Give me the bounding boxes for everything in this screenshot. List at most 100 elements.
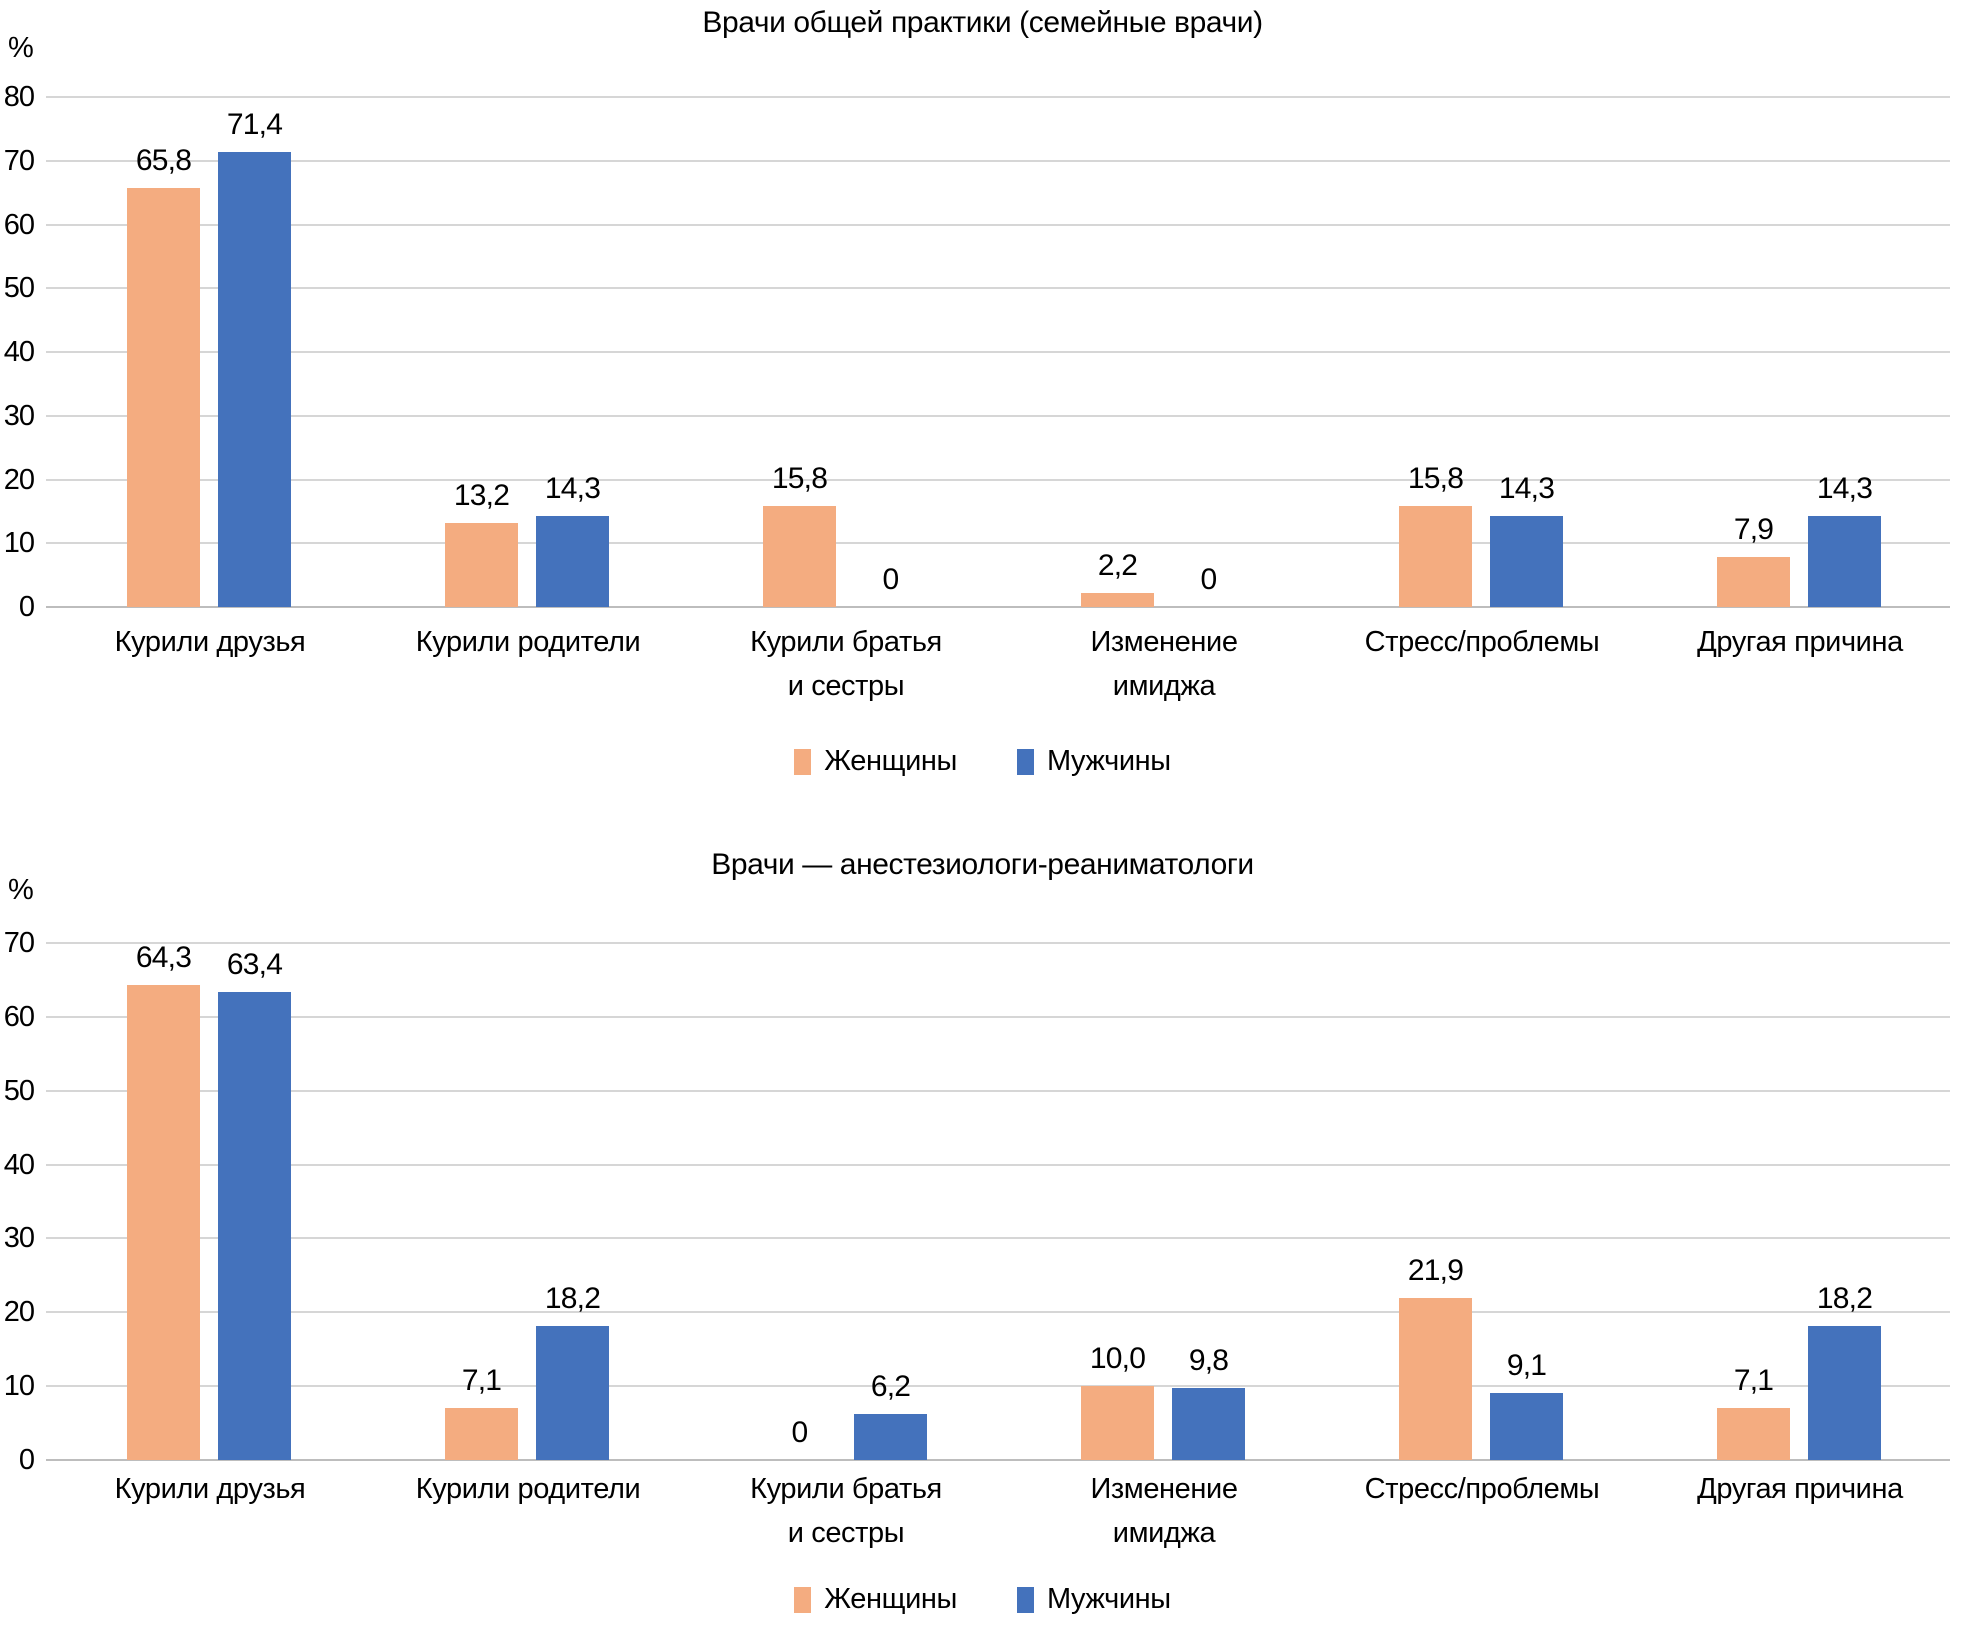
- category-label: Стресс/проблемы: [1323, 1467, 1641, 1511]
- bar-value-label: 7,9: [1733, 513, 1774, 546]
- gridline: [46, 1089, 1950, 1092]
- gridline: [46, 542, 1950, 545]
- gridline: [46, 159, 1950, 162]
- chart2-title: Врачи — анестезиологи-реаниматологи: [711, 848, 1254, 881]
- x-axis-line: [46, 606, 1950, 608]
- bar-women: [127, 985, 200, 1460]
- category-label-line: Стресс/проблемы: [1364, 626, 1600, 658]
- y-tick-label: 50: [3, 272, 35, 305]
- gridline: [46, 478, 1950, 481]
- bar-value-label: 71,4: [226, 108, 283, 141]
- category-label-line: имиджа: [1112, 1517, 1216, 1549]
- category-label: Изменение имиджа: [1005, 1467, 1323, 1555]
- y-tick-label: 20: [3, 1296, 35, 1329]
- category-label-line: имиджа: [1112, 670, 1216, 702]
- category-label-line: и сестры: [787, 1517, 905, 1549]
- men-swatch-icon: [1016, 1586, 1034, 1613]
- chart2-legend: Женщины Мужчины: [0, 1583, 1965, 1616]
- y-tick-label: 10: [3, 1370, 35, 1403]
- bar-women: [1081, 593, 1154, 607]
- bar-value-label: 64,3: [135, 941, 192, 974]
- gridline: [46, 96, 1950, 98]
- category-label-line: Стресс/проблемы: [1364, 1473, 1600, 1505]
- category-label: Стресс/проблемы: [1323, 620, 1641, 664]
- legend-item-women: Женщины: [794, 1583, 957, 1616]
- bar-men: [536, 516, 609, 607]
- bar-women: [127, 188, 200, 607]
- bar-women: [445, 523, 518, 607]
- chart1-y-axis-unit: %: [8, 32, 34, 64]
- legend-item-women: Женщины: [794, 745, 957, 778]
- bar-women: [1717, 1408, 1790, 1460]
- category-label: Другая причина: [1641, 1467, 1959, 1511]
- bar-value-label: 14,3: [1816, 472, 1873, 505]
- bar-women: [1399, 506, 1472, 607]
- bar-women: [763, 506, 836, 607]
- category-label: Курили братья и сестры: [687, 620, 1005, 708]
- category-label: Другая причина: [1641, 620, 1959, 664]
- gridline: [46, 1385, 1950, 1388]
- bar-men: [1808, 1326, 1881, 1460]
- women-swatch-icon: [794, 1586, 812, 1613]
- bar-value-label: 0: [882, 563, 900, 596]
- y-tick-label: 0: [18, 1444, 35, 1476]
- category-label-line: Изменение: [1090, 1473, 1238, 1505]
- legend-label-women: Женщины: [824, 745, 957, 777]
- gridline: [46, 1237, 1950, 1240]
- bar-men: [218, 992, 291, 1460]
- bar-value-label: 14,3: [544, 472, 601, 505]
- bar-value-label: 10,0: [1089, 1342, 1146, 1375]
- category-label-line: Другая причина: [1697, 1473, 1903, 1505]
- category-label-line: Изменение: [1090, 626, 1238, 658]
- bar-value-label: 15,8: [1407, 462, 1464, 495]
- bar-value-label: 9,1: [1506, 1349, 1547, 1382]
- category-label-line: Курили друзья: [114, 1473, 306, 1505]
- category-label-line: Курили друзья: [114, 626, 306, 658]
- y-tick-label: 40: [3, 336, 35, 368]
- bar-value-label: 65,8: [135, 144, 192, 177]
- bar-value-label: 7,1: [1733, 1364, 1774, 1397]
- y-tick-label: 70: [3, 144, 35, 177]
- category-label-line: Курили родители: [415, 1473, 641, 1505]
- legend-label-women: Женщины: [824, 1583, 957, 1615]
- category-label: Курили братья и сестры: [687, 1467, 1005, 1555]
- y-tick-label: 40: [3, 1148, 35, 1181]
- gridline: [46, 1163, 1950, 1166]
- y-tick-label: 10: [3, 527, 35, 560]
- gridline: [46, 414, 1950, 417]
- bar-women: [1081, 1386, 1154, 1460]
- bar-value-label: 6,2: [870, 1370, 911, 1403]
- y-tick-label: 50: [3, 1074, 35, 1107]
- category-label-line: Курили родители: [415, 626, 641, 658]
- bar-men: [1490, 516, 1563, 607]
- category-label: Курили родители: [369, 620, 687, 664]
- category-label-line: Курили братья: [750, 1473, 942, 1505]
- bar-value-label: 14,3: [1498, 472, 1555, 505]
- bar-men: [854, 1414, 927, 1460]
- gridline: [46, 351, 1950, 353]
- chart2-y-axis-unit: %: [8, 874, 34, 906]
- bar-value-label: 18,2: [544, 1282, 601, 1315]
- legend-label-men: Мужчины: [1046, 745, 1171, 777]
- gridline: [46, 1015, 1950, 1018]
- bar-men: [536, 1326, 609, 1460]
- y-tick-label: 0: [18, 591, 35, 623]
- bar-value-label: 0: [1200, 563, 1218, 596]
- bar-men: [1808, 516, 1881, 607]
- bar-men: [1172, 1388, 1245, 1460]
- category-label-line: Курили братья: [750, 626, 942, 658]
- men-swatch-icon: [1016, 748, 1034, 775]
- bar-value-label: 9,8: [1188, 1344, 1229, 1377]
- category-label: Курили родители: [369, 1467, 687, 1511]
- bar-value-label: 18,2: [1816, 1282, 1873, 1315]
- bar-value-label: 2,2: [1097, 549, 1138, 582]
- bar-value-label: 63,4: [226, 948, 283, 981]
- category-label: Курили друзья: [51, 1467, 369, 1511]
- y-tick-label: 60: [3, 208, 35, 241]
- y-tick-label: 30: [3, 399, 35, 432]
- chart1-title: Врачи общей практики (семейные врачи): [702, 6, 1263, 39]
- y-tick-label: 70: [3, 927, 35, 959]
- bar-men: [1490, 1393, 1563, 1460]
- women-swatch-icon: [794, 748, 812, 775]
